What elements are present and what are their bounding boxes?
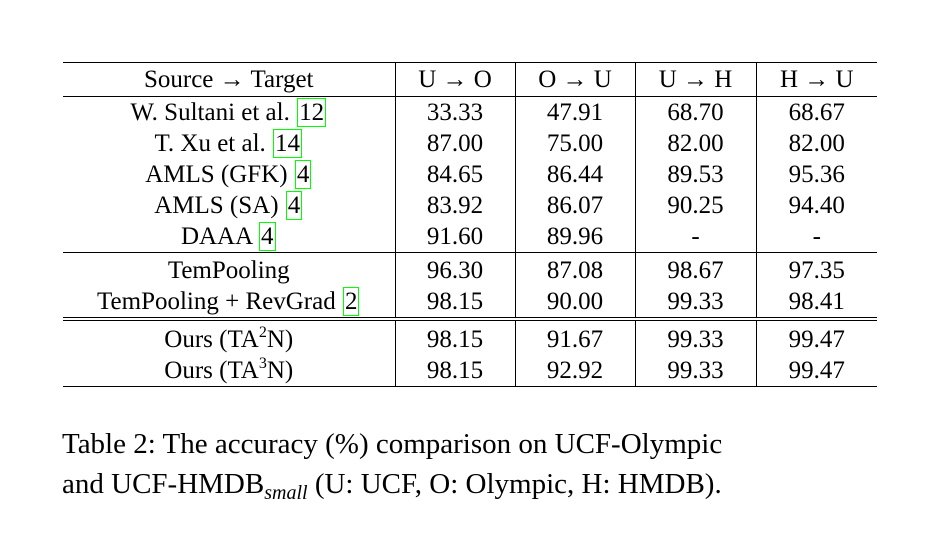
value-cell: 95.36 bbox=[788, 161, 845, 188]
value-cell: 99.47 bbox=[756, 355, 877, 387]
value-cell: 47.91 bbox=[515, 96, 636, 128]
value-cell: 91.67 bbox=[515, 317, 636, 355]
method-name: AMLS (SA) bbox=[154, 192, 285, 219]
value-cell: 68.70 bbox=[635, 96, 757, 128]
value-cell: 87.00 bbox=[395, 128, 516, 159]
table-row: Ours (TA2N) 98.15 91.67 99.33 99.47 bbox=[63, 317, 877, 355]
value-cell: 99.33 bbox=[635, 286, 757, 319]
value-cell: 82.00 bbox=[788, 130, 845, 157]
value-cell: 98.15 bbox=[395, 317, 516, 355]
citation-link[interactable]: 14 bbox=[273, 129, 303, 158]
method-name: W. Sultani et al. bbox=[130, 99, 297, 126]
citation-link[interactable]: 4 bbox=[259, 222, 276, 251]
value-cell: 68.67 bbox=[788, 99, 845, 126]
value-cell: 98.67 bbox=[635, 252, 757, 286]
method-cell: T. Xu et al. 14 bbox=[63, 128, 396, 159]
table-header-row: Source → Target U → O O → U U → H H → U bbox=[63, 62, 877, 97]
value-cell: 83.92 bbox=[395, 190, 516, 221]
method-cell: TemPooling bbox=[63, 252, 396, 286]
method-name: TemPooling bbox=[167, 257, 290, 284]
method-cell: Ours (TA2N) bbox=[63, 317, 396, 355]
table-caption: Table 2: The accuracy (%) comparison on … bbox=[62, 424, 862, 513]
method-cell: DAAA 4 bbox=[63, 221, 396, 253]
value-cell: 86.07 bbox=[515, 190, 636, 221]
value-cell: 90.00 bbox=[515, 286, 636, 319]
value-cell: 87.08 bbox=[515, 252, 636, 286]
value-cell: 98.15 bbox=[395, 355, 516, 387]
value-cell: - bbox=[812, 223, 821, 250]
caption-line-2: and UCF-HMDBsmall (U: UCF, O: Olympic, H… bbox=[62, 464, 862, 513]
value-cell: 96.30 bbox=[395, 252, 516, 286]
method-superscript: 3 bbox=[258, 355, 267, 372]
method-cell: TemPooling + RevGrad 2 bbox=[63, 286, 396, 319]
value-cell: 99.33 bbox=[635, 355, 757, 387]
table-row: AMLS (SA) 4 83.92 86.07 90.25 94.40 bbox=[63, 190, 877, 221]
table-row: W. Sultani et al. 12 33.33 47.91 68.70 68.67 bbox=[63, 96, 877, 128]
value-cell: 92.92 bbox=[515, 355, 636, 387]
method-suffix: N) bbox=[266, 326, 294, 353]
value-cell: 86.44 bbox=[515, 159, 636, 190]
value-cell: 33.33 bbox=[395, 96, 516, 128]
method-name: Ours (TA bbox=[164, 357, 259, 384]
value-cell: - bbox=[635, 221, 757, 253]
table-row: TemPooling + RevGrad 2 98.15 90.00 99.33 98.… bbox=[63, 286, 877, 319]
method-name: T. Xu et al. bbox=[154, 130, 273, 157]
method-name: Ours (TA bbox=[164, 326, 259, 353]
value-cell: 82.00 bbox=[635, 128, 757, 159]
table-row: TemPooling 96.30 87.08 98.67 97.35 bbox=[63, 252, 877, 286]
method-superscript: 2 bbox=[258, 324, 267, 341]
table-row: AMLS (GFK) 4 84.65 86.44 89.53 95.36 bbox=[63, 159, 877, 190]
header-source-target: Source → Target bbox=[63, 62, 396, 97]
value-cell: 98.15 bbox=[395, 286, 516, 319]
citation-link[interactable]: 12 bbox=[297, 98, 327, 127]
table-row: T. Xu et al. 14 87.00 75.00 82.00 82.00 bbox=[63, 128, 877, 159]
header-u-o: U → O bbox=[395, 62, 516, 97]
method-name: AMLS (GFK) bbox=[145, 161, 294, 188]
method-name: DAAA bbox=[180, 223, 259, 250]
method-cell: W. Sultani et al. 12 bbox=[63, 96, 396, 128]
caption-subscript: small bbox=[264, 482, 308, 504]
citation-link[interactable]: 2 bbox=[342, 287, 360, 316]
caption-line-2-suffix: (U: UCF, O: Olympic, H: HMDB). bbox=[307, 468, 722, 500]
caption-line-2-prefix: and UCF-HMDB bbox=[62, 468, 265, 500]
method-name: TemPooling + RevGrad bbox=[97, 288, 342, 315]
table-body: W. Sultani et al. 12 33.33 47.91 68.70 68.67… bbox=[63, 96, 877, 387]
citation-link[interactable]: 4 bbox=[285, 191, 303, 220]
value-cell: 91.60 bbox=[395, 221, 516, 253]
value-cell: 97.35 bbox=[756, 252, 877, 286]
method-cell: AMLS (GFK) 4 bbox=[63, 159, 396, 190]
table-row: Ours (TA3N) 98.15 92.92 99.33 99.47 bbox=[63, 355, 877, 387]
value-cell: 99.47 bbox=[756, 317, 877, 355]
header-h-u: H → U bbox=[756, 62, 877, 97]
table-row: DAAA 4 91.60 89.96- - bbox=[63, 221, 877, 253]
caption-line-1: Table 2: The accuracy (%) comparison on … bbox=[62, 428, 723, 460]
value-cell: 94.40 bbox=[788, 192, 845, 219]
value-cell: 84.65 bbox=[395, 159, 516, 190]
value-cell: 89.53 bbox=[635, 159, 757, 190]
header-u-h: U → H bbox=[635, 62, 757, 97]
citation-link[interactable]: 4 bbox=[294, 160, 312, 189]
header-o-u: O → U bbox=[515, 62, 636, 97]
value-cell: 98.41 bbox=[788, 288, 845, 315]
method-suffix: N) bbox=[266, 357, 294, 384]
method-cell: AMLS (SA) 4 bbox=[63, 190, 396, 221]
value-cell: 90.25 bbox=[635, 190, 757, 221]
results-table: Source → Target U → O O → U U → H H → U … bbox=[63, 62, 877, 387]
value-cell: 89.96 bbox=[515, 221, 636, 253]
method-cell: Ours (TA3N) bbox=[63, 355, 396, 387]
value-cell: 75.00 bbox=[515, 128, 636, 159]
value-cell: 99.33 bbox=[635, 317, 757, 355]
